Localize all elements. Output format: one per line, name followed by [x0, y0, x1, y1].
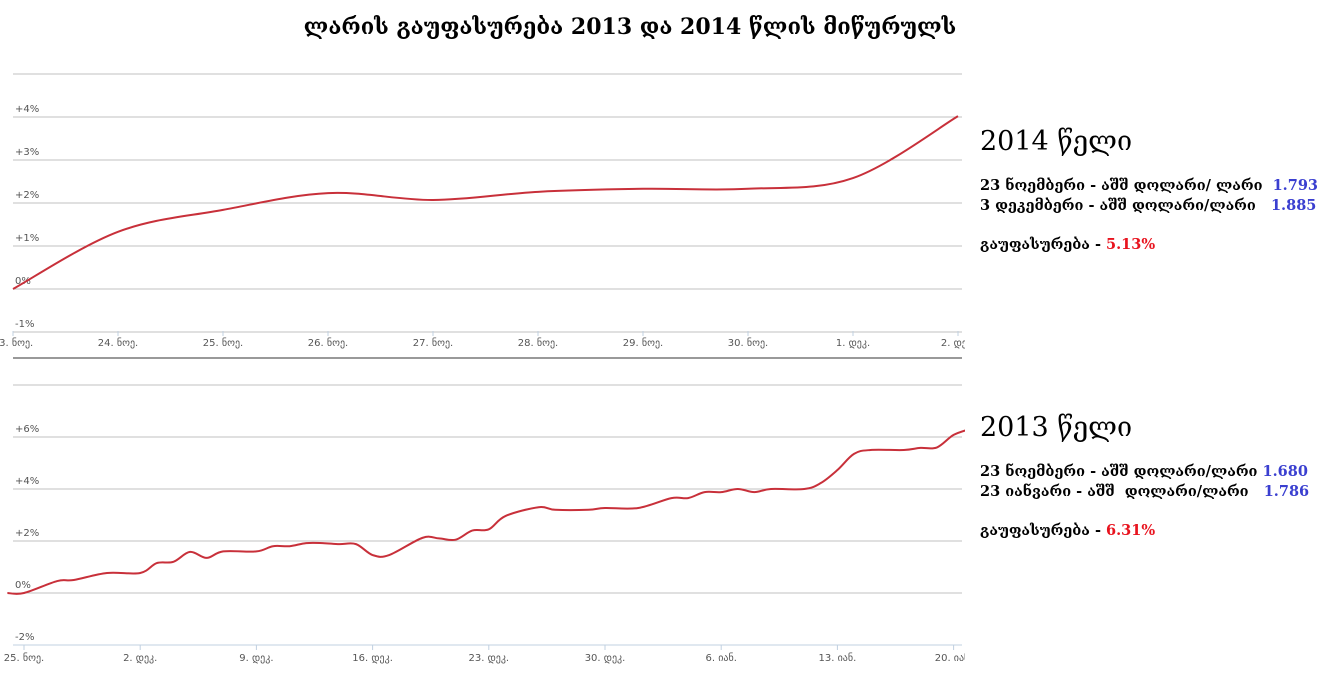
chart-2013: -2% 0% +2% +4% +6% 25. ნოე. 2. დეკ. 9. დეკ. 16. … [4, 384, 970, 664]
x-tick-label: 27. ნოე. [413, 337, 453, 349]
page-title: ლარის გაუფასურება 2013 და 2014 წლის მიწუ… [303, 14, 957, 40]
x-tick-label: 6. იან. [706, 652, 737, 664]
x-tick-label: 28. ნოე. [518, 337, 558, 349]
x-tick-label: 2. დეკ. [123, 653, 157, 664]
series-line [12, 115, 959, 290]
rate-value: 1.680 [1262, 463, 1308, 480]
x-tick-label: 13. იან. [819, 652, 857, 664]
rate-label: 23 ნოემბერი - აშშ დოლარი/ლარი [980, 463, 1258, 480]
x-tick-label: 23. ნოე. [0, 337, 33, 349]
rate-row-2: 23 იანვარი - აშშ დოლარი/ლარი 1.786 [980, 483, 1309, 500]
rate-label: 23 ნოემბერი - აშშ დოლარი/ ლარი [980, 177, 1263, 194]
depreciation-row: გაუფასურება - 6.31% [980, 522, 1309, 539]
panel-title: 2014 წელი [980, 126, 1133, 157]
x-tick-label: 1. დეკ. [836, 338, 870, 349]
y-tick-label: +6% [15, 424, 39, 435]
x-tick-label: 25. ნოე. [203, 337, 243, 349]
rate-label: 3 დეკემბერი - აშშ დოლარი/ლარი [980, 197, 1256, 214]
rate-value: 1.885 [1270, 197, 1317, 214]
x-tick-label: 25. ნოე. [4, 652, 44, 664]
y-tick-label: +4% [15, 476, 39, 487]
depreciation-label: გაუფასურება - [980, 236, 1107, 253]
x-tick-label: 9. დეკ. [239, 653, 273, 664]
y-tick-label: +4% [15, 104, 39, 115]
x-tick-label: 16. დეკ. [352, 653, 393, 664]
y-tick-label: -1% [15, 319, 34, 330]
depreciation-value: 6.31% [1106, 522, 1156, 539]
x-tick-label: 30. ნოე. [728, 337, 768, 349]
y-tick-label: +2% [15, 190, 39, 201]
rate-row-1: 23 ნოემბერი - აშშ დოლარი/ლარი 1.680 [980, 463, 1309, 480]
rate-row-1: 23 ნოემბერი - აშშ დოლარი/ ლარი 1.793 [980, 177, 1318, 194]
rate-value: 1.786 [1263, 483, 1310, 500]
rate-value: 1.793 [1272, 177, 1318, 194]
x-tick-label: 24. ნოე. [98, 337, 138, 349]
y-tick-label: -2% [15, 632, 34, 643]
charts: -1% 0% +1% +2% +3% +4% 23. ნოე. 24. ნოე. 25. ნოე… [0, 73, 970, 664]
y-tick-label: 0% [15, 580, 31, 591]
chart-2014: -1% 0% +1% +2% +3% +4% 23. ნოე. 24. ნოე. 25. ნოე… [0, 73, 970, 349]
x-tick-label: 23. დეკ. [468, 653, 509, 664]
rate-label: 23 იანვარი - აშშ დოლარი/ლარი [980, 483, 1249, 500]
panel-2013: 2013 წელი 23 ნოემბერი - აშშ დოლარი/ლარი … [980, 412, 1309, 539]
y-tick-label: 0% [15, 276, 31, 287]
y-tick-label: +2% [15, 528, 39, 539]
x-tick-label: 30. დეკ. [585, 653, 626, 664]
panel-title: 2013 წელი [980, 412, 1133, 443]
x-tick-label: 26. ნოე. [308, 337, 348, 349]
depreciation-value: 5.13% [1106, 236, 1156, 253]
panel-2014: 2014 წელი 23 ნოემბერი - აშშ დოლარი/ ლარი… [980, 126, 1318, 253]
x-tick-label: 20. იან. [935, 652, 970, 664]
rate-row-2: 3 დეკემბერი - აშშ დოლარი/ლარი 1.885 [980, 197, 1318, 214]
series-line [7, 429, 965, 595]
y-tick-label: +3% [15, 147, 39, 158]
depreciation-row: გაუფასურება - 5.13% [980, 236, 1318, 253]
x-tick-label: 29. ნოე. [623, 337, 663, 349]
x-tick-label: 2. დეკ. [941, 338, 970, 349]
depreciation-label: გაუფასურება - [980, 522, 1107, 539]
y-tick-label: +1% [15, 233, 39, 244]
